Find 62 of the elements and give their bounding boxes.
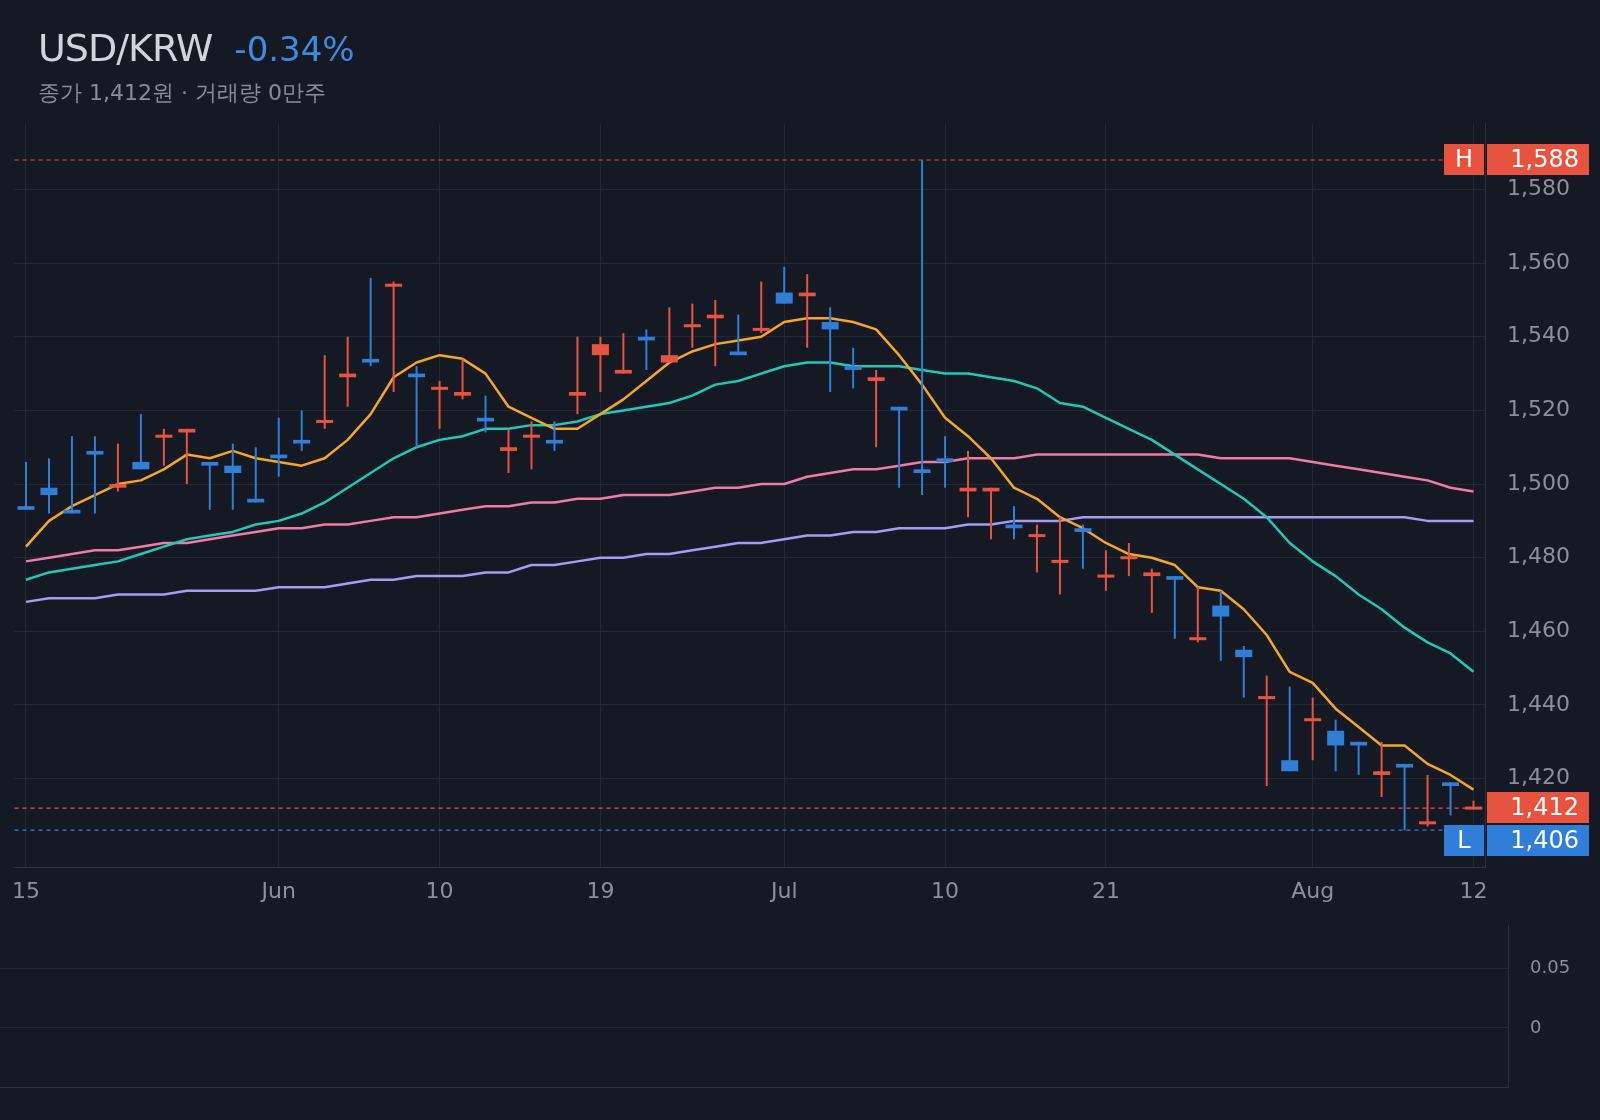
candlestick: [155, 428, 173, 466]
candlestick: [752, 281, 770, 334]
y-tick-label: 0.05: [1530, 956, 1571, 978]
y-tick-label: 1,560: [1507, 248, 1570, 274]
x-tick-label: 15: [12, 877, 40, 903]
x-tick-label: 12: [1459, 877, 1488, 903]
x-tick-label: Aug: [1291, 877, 1335, 903]
x-tick-label: 21: [1091, 877, 1120, 903]
text: -0.34%: [234, 29, 355, 69]
candlestick: [63, 436, 81, 514]
candlestick: [500, 428, 517, 474]
candlestick: [1189, 587, 1207, 643]
x-tick-label: 10: [425, 877, 454, 903]
candlestick: [293, 410, 311, 451]
annotation: H: [1454, 145, 1474, 174]
candlestick: [1120, 542, 1138, 577]
candlestick: [1258, 675, 1276, 786]
x-tick-label: Jun: [259, 877, 296, 903]
candlestick: [867, 369, 885, 448]
x-tick-label: Jul: [768, 877, 798, 903]
y-tick-label: 1,460: [1507, 617, 1570, 643]
y-tick-label: 1,540: [1507, 322, 1570, 348]
candlestick: [1166, 576, 1184, 639]
candlestick: [316, 355, 334, 429]
x-tick-label: 10: [931, 877, 960, 903]
candlestick: [1051, 517, 1069, 595]
candlestick: [109, 443, 127, 492]
candlestick: [1396, 763, 1414, 831]
chart-subtitle: 종가 1,412원 · 거래량 0만주: [38, 79, 327, 107]
y-tick-label: 1,500: [1507, 469, 1570, 495]
candlestick: [86, 436, 104, 514]
candlestick: [17, 461, 35, 510]
candlestick: [522, 421, 540, 470]
ref-line-label: 1,406: [1510, 826, 1579, 855]
candlestick: [1143, 568, 1161, 613]
x-tick-label: 19: [586, 877, 615, 903]
candlestick: [1028, 524, 1046, 573]
y-tick-label: 1,520: [1507, 396, 1570, 422]
candlestick: [614, 333, 632, 374]
y-tick-label: 1,440: [1507, 690, 1570, 716]
candlestick: [821, 307, 839, 392]
candlestick: [568, 336, 586, 415]
candlestick: [683, 303, 701, 348]
candlestick: [431, 380, 449, 429]
candlestick: [1097, 550, 1115, 591]
y-tick-label: 0: [1530, 1015, 1542, 1037]
candlestick: [936, 436, 954, 488]
ref-line-label: 1,588: [1510, 145, 1579, 174]
candlestick: [913, 160, 931, 496]
chart-title: USD/KRW: [38, 26, 213, 70]
candlestick: [1373, 741, 1391, 798]
candlestick: [1074, 524, 1092, 569]
candlestick: [201, 461, 219, 510]
candlestick: [385, 281, 403, 392]
annotation: L: [1457, 826, 1472, 855]
y-tick-label: 1,420: [1507, 764, 1570, 790]
ref-line-label: 1,412: [1510, 793, 1579, 822]
candlestick: [178, 428, 196, 485]
candlestick: [1304, 697, 1322, 761]
y-tick-label: 1,480: [1507, 543, 1570, 569]
y-tick-label: 1,580: [1507, 175, 1570, 201]
candlestick: [362, 277, 380, 367]
